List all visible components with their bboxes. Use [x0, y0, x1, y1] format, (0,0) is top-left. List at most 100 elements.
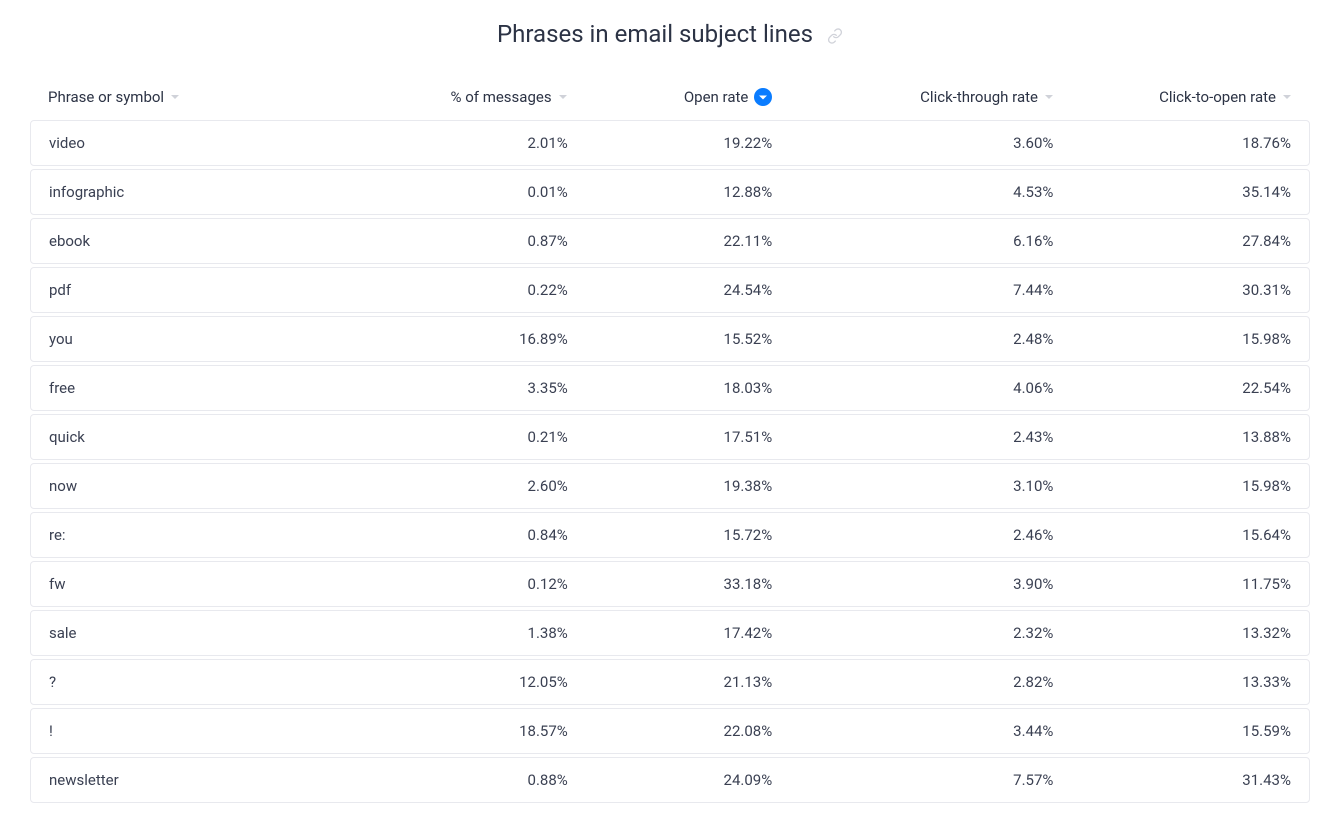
- cell-messages: 0.01%: [338, 183, 568, 201]
- cell-phrase: !: [31, 722, 338, 740]
- column-header-label: Open rate: [684, 88, 749, 106]
- table-row: quick0.21%17.51%2.43%13.88%: [30, 414, 1310, 460]
- cell-open-rate: 22.11%: [568, 232, 772, 250]
- cell-messages: 18.57%: [338, 722, 568, 740]
- table-row: newsletter0.88%24.09%7.57%31.43%: [30, 757, 1310, 803]
- cell-messages: 0.21%: [338, 428, 568, 446]
- column-header-label: Phrase or symbol: [48, 88, 164, 106]
- cell-click-through-rate: 2.46%: [772, 526, 1053, 544]
- cell-click-to-open-rate: 22.54%: [1053, 379, 1309, 397]
- sort-caret-icon: [170, 88, 180, 106]
- column-header-messages[interactable]: % of messages: [337, 88, 567, 106]
- cell-click-through-rate: 2.82%: [772, 673, 1053, 691]
- cell-open-rate: 33.18%: [568, 575, 772, 593]
- cell-phrase: free: [31, 379, 338, 397]
- sort-caret-icon: [1044, 88, 1054, 106]
- cell-open-rate: 15.72%: [568, 526, 772, 544]
- cell-click-to-open-rate: 13.33%: [1053, 673, 1309, 691]
- table-body: video2.01%19.22%3.60%18.76%infographic0.…: [30, 120, 1310, 803]
- cell-messages: 1.38%: [338, 624, 568, 642]
- cell-click-through-rate: 2.43%: [772, 428, 1053, 446]
- cell-click-to-open-rate: 27.84%: [1053, 232, 1309, 250]
- phrases-table: Phrase or symbol % of messages Open rate…: [30, 78, 1310, 803]
- cell-messages: 16.89%: [338, 330, 568, 348]
- cell-click-to-open-rate: 31.43%: [1053, 771, 1309, 789]
- column-header-phrase[interactable]: Phrase or symbol: [30, 88, 337, 106]
- cell-open-rate: 12.88%: [568, 183, 772, 201]
- cell-click-to-open-rate: 11.75%: [1053, 575, 1309, 593]
- cell-click-through-rate: 7.57%: [772, 771, 1053, 789]
- cell-phrase: quick: [31, 428, 338, 446]
- cell-click-to-open-rate: 15.64%: [1053, 526, 1309, 544]
- cell-open-rate: 19.22%: [568, 134, 772, 152]
- column-header-open-rate[interactable]: Open rate: [568, 88, 773, 106]
- cell-messages: 0.22%: [338, 281, 568, 299]
- cell-phrase: newsletter: [31, 771, 338, 789]
- cell-messages: 3.35%: [338, 379, 568, 397]
- cell-phrase: you: [31, 330, 338, 348]
- table-header-row: Phrase or symbol % of messages Open rate…: [30, 78, 1310, 120]
- cell-open-rate: 17.42%: [568, 624, 772, 642]
- cell-click-through-rate: 3.44%: [772, 722, 1053, 740]
- cell-messages: 0.84%: [338, 526, 568, 544]
- cell-click-through-rate: 4.53%: [772, 183, 1053, 201]
- table-row: pdf0.22%24.54%7.44%30.31%: [30, 267, 1310, 313]
- cell-phrase: fw: [31, 575, 338, 593]
- page-title: Phrases in email subject lines: [497, 20, 813, 48]
- cell-messages: 0.88%: [338, 771, 568, 789]
- column-header-label: Click-through rate: [920, 88, 1038, 106]
- table-row: re:0.84%15.72%2.46%15.64%: [30, 512, 1310, 558]
- sort-caret-icon: [558, 88, 568, 106]
- cell-click-to-open-rate: 13.88%: [1053, 428, 1309, 446]
- cell-click-through-rate: 3.90%: [772, 575, 1053, 593]
- cell-open-rate: 18.03%: [568, 379, 772, 397]
- cell-click-through-rate: 4.06%: [772, 379, 1053, 397]
- cell-open-rate: 15.52%: [568, 330, 772, 348]
- cell-click-through-rate: 7.44%: [772, 281, 1053, 299]
- cell-open-rate: 19.38%: [568, 477, 772, 495]
- cell-click-through-rate: 6.16%: [772, 232, 1053, 250]
- cell-click-through-rate: 3.10%: [772, 477, 1053, 495]
- cell-messages: 0.87%: [338, 232, 568, 250]
- cell-messages: 2.01%: [338, 134, 568, 152]
- cell-phrase: now: [31, 477, 338, 495]
- cell-click-to-open-rate: 15.59%: [1053, 722, 1309, 740]
- cell-open-rate: 24.09%: [568, 771, 772, 789]
- column-header-click-through-rate[interactable]: Click-through rate: [772, 88, 1054, 106]
- table-row: infographic0.01%12.88%4.53%35.14%: [30, 169, 1310, 215]
- sort-active-badge-icon: [754, 88, 772, 106]
- cell-messages: 12.05%: [338, 673, 568, 691]
- cell-phrase: ?: [31, 673, 338, 691]
- column-header-label: Click-to-open rate: [1159, 88, 1276, 106]
- cell-phrase: infographic: [31, 183, 338, 201]
- table-row: sale1.38%17.42%2.32%13.32%: [30, 610, 1310, 656]
- table-row: you16.89%15.52%2.48%15.98%: [30, 316, 1310, 362]
- cell-phrase: video: [31, 134, 338, 152]
- cell-click-to-open-rate: 15.98%: [1053, 477, 1309, 495]
- cell-phrase: re:: [31, 526, 338, 544]
- cell-open-rate: 24.54%: [568, 281, 772, 299]
- column-header-label: % of messages: [451, 88, 552, 106]
- table-row: ?12.05%21.13%2.82%13.33%: [30, 659, 1310, 705]
- cell-phrase: sale: [31, 624, 338, 642]
- cell-click-to-open-rate: 35.14%: [1053, 183, 1309, 201]
- cell-click-through-rate: 3.60%: [772, 134, 1053, 152]
- cell-open-rate: 17.51%: [568, 428, 772, 446]
- cell-click-to-open-rate: 15.98%: [1053, 330, 1309, 348]
- cell-messages: 0.12%: [338, 575, 568, 593]
- cell-messages: 2.60%: [338, 477, 568, 495]
- table-row: free3.35%18.03%4.06%22.54%: [30, 365, 1310, 411]
- table-row: !18.57%22.08%3.44%15.59%: [30, 708, 1310, 754]
- cell-click-through-rate: 2.32%: [772, 624, 1053, 642]
- cell-open-rate: 22.08%: [568, 722, 772, 740]
- cell-phrase: pdf: [31, 281, 338, 299]
- cell-click-to-open-rate: 18.76%: [1053, 134, 1309, 152]
- cell-open-rate: 21.13%: [568, 673, 772, 691]
- cell-click-to-open-rate: 30.31%: [1053, 281, 1309, 299]
- page-title-row: Phrases in email subject lines: [30, 20, 1310, 48]
- table-row: video2.01%19.22%3.60%18.76%: [30, 120, 1310, 166]
- link-icon[interactable]: [827, 28, 843, 48]
- column-header-click-to-open-rate[interactable]: Click-to-open rate: [1054, 88, 1310, 106]
- table-row: fw0.12%33.18%3.90%11.75%: [30, 561, 1310, 607]
- cell-phrase: ebook: [31, 232, 338, 250]
